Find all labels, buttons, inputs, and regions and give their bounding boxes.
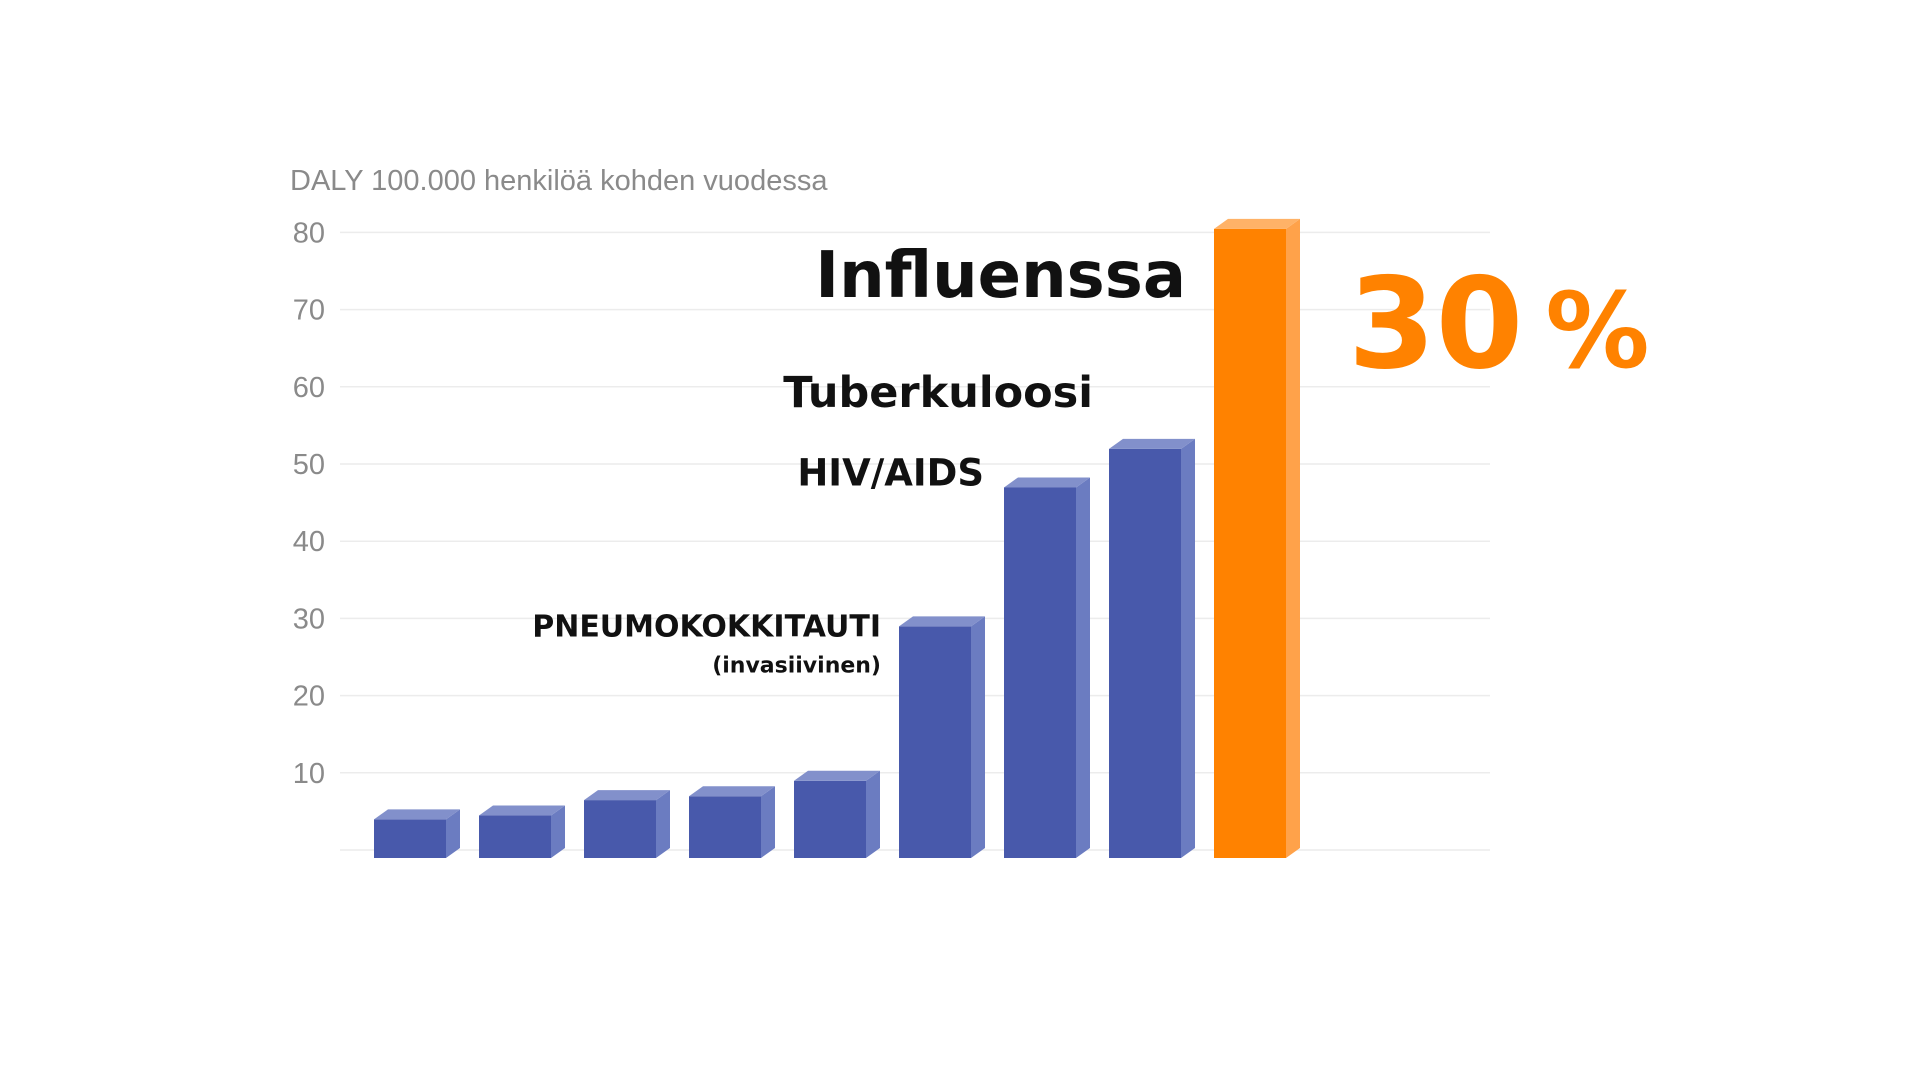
y-tick-label: 50 (293, 449, 325, 481)
annotation-label: Influenssa (815, 239, 1186, 313)
bar (899, 616, 985, 858)
y-tick-label: 40 (293, 526, 325, 558)
annotation-label: Tuberkuloosi (783, 368, 1093, 418)
callout-percent-sign: % (1545, 270, 1649, 392)
bar (794, 770, 880, 858)
bar-highlight (1214, 218, 1300, 858)
y-tick-label: 30 (293, 603, 325, 635)
y-tick-label: 80 (293, 217, 325, 249)
callout-number: 30 (1348, 250, 1523, 397)
annotation-sublabel: (invasiivinen) (712, 653, 881, 678)
bar (1109, 438, 1195, 858)
bar (479, 805, 565, 858)
annotation-label: HIV/AIDS (797, 451, 984, 494)
y-axis-ticks: 10 20 30 40 50 60 70 80 (293, 217, 325, 789)
y-axis-label: DALY 100.000 henkilöä kohden vuodessa (290, 165, 828, 197)
annotations: PNEUMOKOKKITAUTI (invasiivinen) HIV/AIDS Tu… (532, 239, 1186, 679)
percentage-callout: 30% (1348, 250, 1650, 397)
bars (374, 218, 1300, 858)
y-tick-label: 60 (293, 372, 325, 404)
bar (1004, 477, 1090, 858)
y-tick-label: 20 (293, 681, 325, 713)
annotation-label: PNEUMOKOKKITAUTI (532, 609, 881, 644)
y-tick-label: 70 (293, 295, 325, 327)
bar (689, 786, 775, 858)
bar (374, 809, 460, 858)
grid-lines (340, 231, 1490, 851)
y-tick-label: 10 (293, 758, 325, 790)
bar (584, 790, 670, 858)
